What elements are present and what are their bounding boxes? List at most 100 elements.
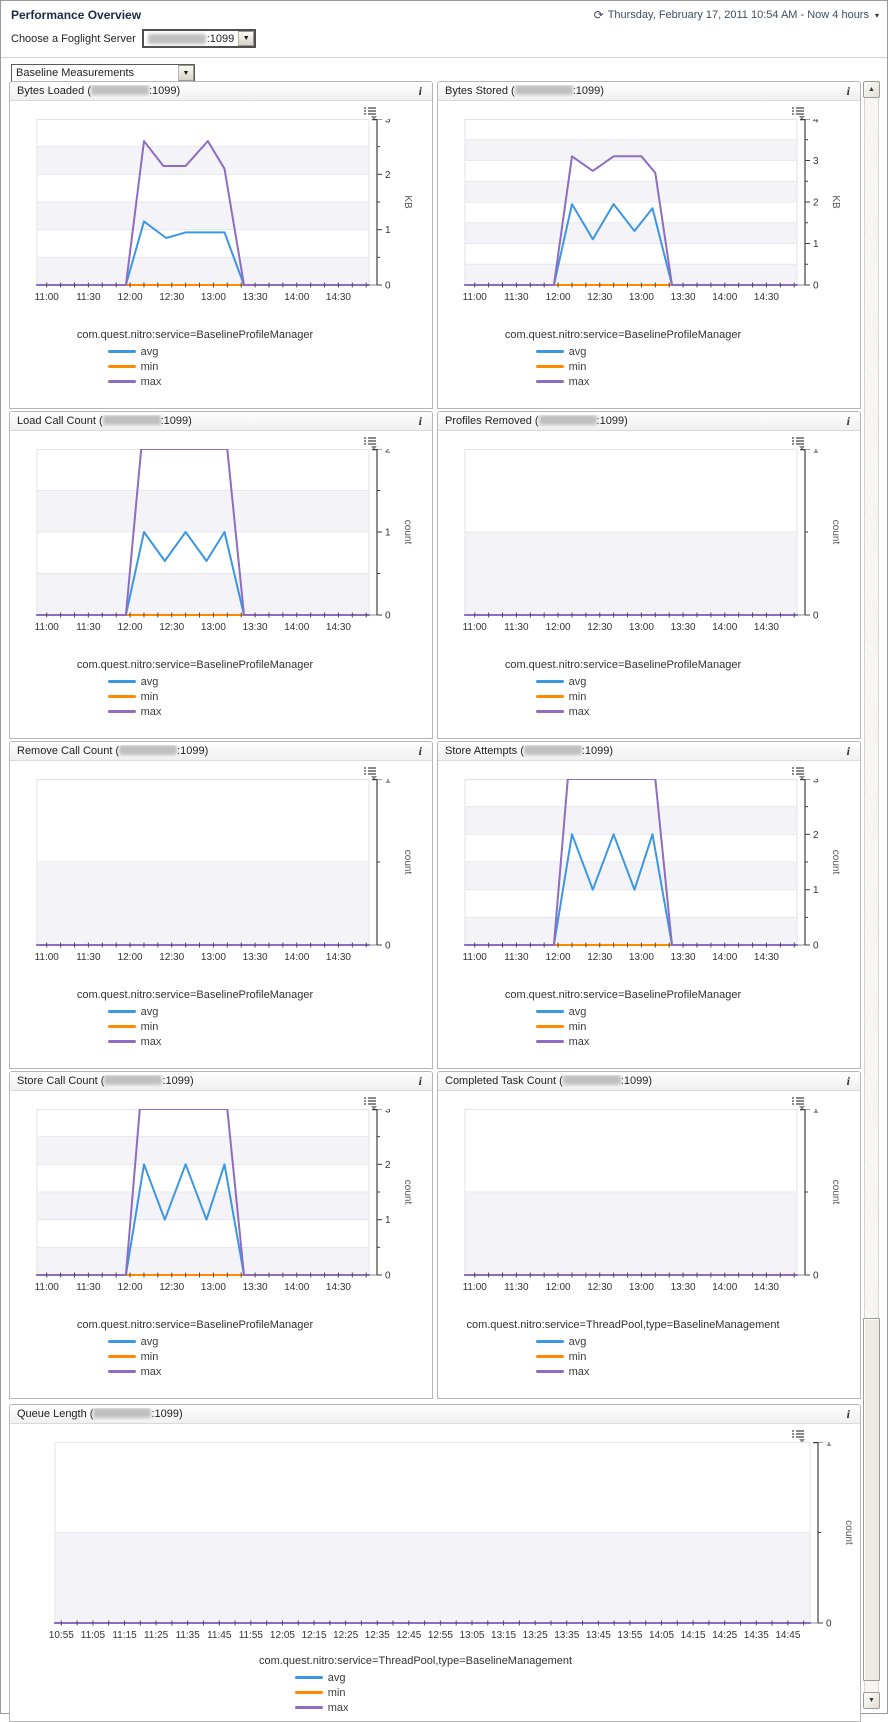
legend-label: avg <box>568 1005 587 1018</box>
svg-text:11:00: 11:00 <box>35 622 60 633</box>
combo-dropdown-button[interactable]: ▼ <box>178 65 194 81</box>
chart-toolbar <box>441 435 858 450</box>
chart-menu-icon[interactable] <box>364 1097 378 1110</box>
svg-text:1: 1 <box>385 779 391 786</box>
redacted-server-name <box>523 745 582 755</box>
legend-swatch-min <box>107 365 136 368</box>
chart-menu-icon[interactable] <box>364 107 378 120</box>
svg-text:11:05: 11:05 <box>81 1630 106 1641</box>
menu-line <box>364 443 378 445</box>
legend-label: max <box>327 1701 349 1714</box>
svg-text:12:55: 12:55 <box>428 1630 453 1641</box>
svg-text:count: count <box>830 850 841 875</box>
info-icon[interactable]: i <box>418 1073 422 1088</box>
chart-menu-icon[interactable] <box>792 1097 806 1110</box>
svg-text:13:00: 13:00 <box>629 952 654 963</box>
panel-body: 11:00 11:30 12:00 12:30 13:00 13:30 14:00 14:30… <box>10 1091 432 1379</box>
svg-text:11:00: 11:00 <box>463 952 488 963</box>
legend-swatch-min <box>107 1025 136 1028</box>
chart-legend: com.quest.nitro:service=BaselineProfileM… <box>13 989 377 1049</box>
scrollbar-thumb[interactable] <box>863 1318 880 1681</box>
time-range-control[interactable]: ⟳ Thursday, February 17, 2011 10:54 AM -… <box>594 9 879 21</box>
chevron-down-icon <box>371 1106 377 1110</box>
svg-text:11:30: 11:30 <box>504 292 529 303</box>
svg-text:13:00: 13:00 <box>201 622 226 633</box>
server-select-row: Choose a Foglight Server :1099 ▼ <box>1 26 887 58</box>
legend-item-avg: avg <box>107 1334 377 1349</box>
panel-completed-task-count: Completed Task Count (:1099) i 11:00 11:30 1… <box>437 1071 861 1399</box>
info-icon[interactable]: i <box>846 743 850 758</box>
svg-text:12:15: 12:15 <box>302 1630 327 1641</box>
legend-item-avg: avg <box>535 344 805 359</box>
legend-label: avg <box>568 675 587 688</box>
svg-text:11:30: 11:30 <box>504 1282 529 1293</box>
chart-menu-icon[interactable] <box>364 437 378 450</box>
info-icon[interactable]: i <box>846 1073 850 1088</box>
legend-item-avg: avg <box>535 1334 805 1349</box>
svg-text:3: 3 <box>385 119 391 126</box>
legend-item-avg: avg <box>535 1004 805 1019</box>
info-icon[interactable]: i <box>418 743 422 758</box>
panel-header: Load Call Count (:1099) i <box>10 412 432 431</box>
redacted-server-name <box>102 415 161 425</box>
legend-item-avg: avg <box>107 1004 377 1019</box>
menu-line <box>792 767 806 769</box>
chart-menu-icon[interactable] <box>792 437 806 450</box>
info-icon[interactable]: i <box>418 83 422 98</box>
vertical-scrollbar[interactable]: ▲ ▼ <box>863 81 880 1709</box>
chart-toolbar <box>13 1428 858 1443</box>
panel-title-port: :1099) <box>149 85 181 97</box>
svg-text:count: count <box>830 520 841 545</box>
measurement-combobox[interactable]: Baseline Measurements ▼ <box>11 64 195 82</box>
panel-queue-length: Queue Length (:1099) i 10:55 11:05 11:15 11:2… <box>9 1404 861 1722</box>
chart-menu-icon[interactable] <box>792 1430 806 1443</box>
svg-text:13:05: 13:05 <box>459 1630 484 1641</box>
menu-line <box>792 1103 806 1105</box>
scroll-up-button[interactable]: ▲ <box>863 81 880 98</box>
legend-swatch-min <box>535 695 564 698</box>
menu-line <box>364 440 378 442</box>
info-icon[interactable]: i <box>846 1406 850 1421</box>
legend-swatch-max <box>535 1040 564 1043</box>
panel-title-text: Bytes Stored ( <box>445 85 515 97</box>
scroll-down-button[interactable]: ▼ <box>863 1692 880 1709</box>
panel-title: Bytes Stored (:1099) <box>445 85 604 97</box>
svg-text:11:30: 11:30 <box>76 292 101 303</box>
combo-dropdown-button[interactable]: ▼ <box>238 31 255 46</box>
legend-item-min: min <box>294 1685 818 1700</box>
chevron-down-icon <box>799 116 805 120</box>
svg-text:12:30: 12:30 <box>587 1282 612 1293</box>
menu-line <box>792 437 806 439</box>
info-icon[interactable]: i <box>846 413 850 428</box>
chart-legend: com.quest.nitro:service=ThreadPool,type=… <box>441 1319 805 1379</box>
svg-text:1: 1 <box>385 1215 391 1226</box>
panel-title-text: Bytes Loaded ( <box>17 85 91 97</box>
info-icon[interactable]: i <box>846 83 850 98</box>
panel-title: Load Call Count (:1099) <box>17 415 192 427</box>
svg-text:1: 1 <box>813 1109 819 1116</box>
legend-item-max: max <box>107 704 377 719</box>
svg-text:2: 2 <box>385 449 391 456</box>
svg-text:12:00: 12:00 <box>118 952 143 963</box>
panel-load-call-count: Load Call Count (:1099) i 11:00 11:30 12:00 1… <box>9 411 433 739</box>
legend-swatch-avg <box>107 680 136 683</box>
legend-swatch-avg <box>294 1676 323 1679</box>
legend-title: com.quest.nitro:service=BaselineProfileM… <box>504 989 742 1001</box>
legend-item-min: min <box>107 1019 377 1034</box>
svg-text:11:00: 11:00 <box>35 1282 60 1293</box>
svg-text:14:00: 14:00 <box>712 1282 737 1293</box>
menu-line <box>792 440 806 442</box>
svg-text:11:00: 11:00 <box>35 952 60 963</box>
menu-line <box>364 770 378 772</box>
scrollbar-track[interactable] <box>864 98 879 1692</box>
redacted-server-name <box>147 33 206 44</box>
chart-menu-icon[interactable] <box>792 107 806 120</box>
legend-title: com.quest.nitro:service=BaselineProfileM… <box>76 659 314 671</box>
info-icon[interactable]: i <box>418 413 422 428</box>
svg-text:13:00: 13:00 <box>629 1282 654 1293</box>
server-select-combobox[interactable]: :1099 ▼ <box>141 29 257 48</box>
chart-menu-icon[interactable] <box>364 767 378 780</box>
chart-menu-icon[interactable] <box>792 767 806 780</box>
legend-item-min: min <box>107 359 377 374</box>
chart-remove-call-count: 11:00 11:30 12:00 12:30 13:00 13:30 14:00 14:30… <box>35 775 413 964</box>
